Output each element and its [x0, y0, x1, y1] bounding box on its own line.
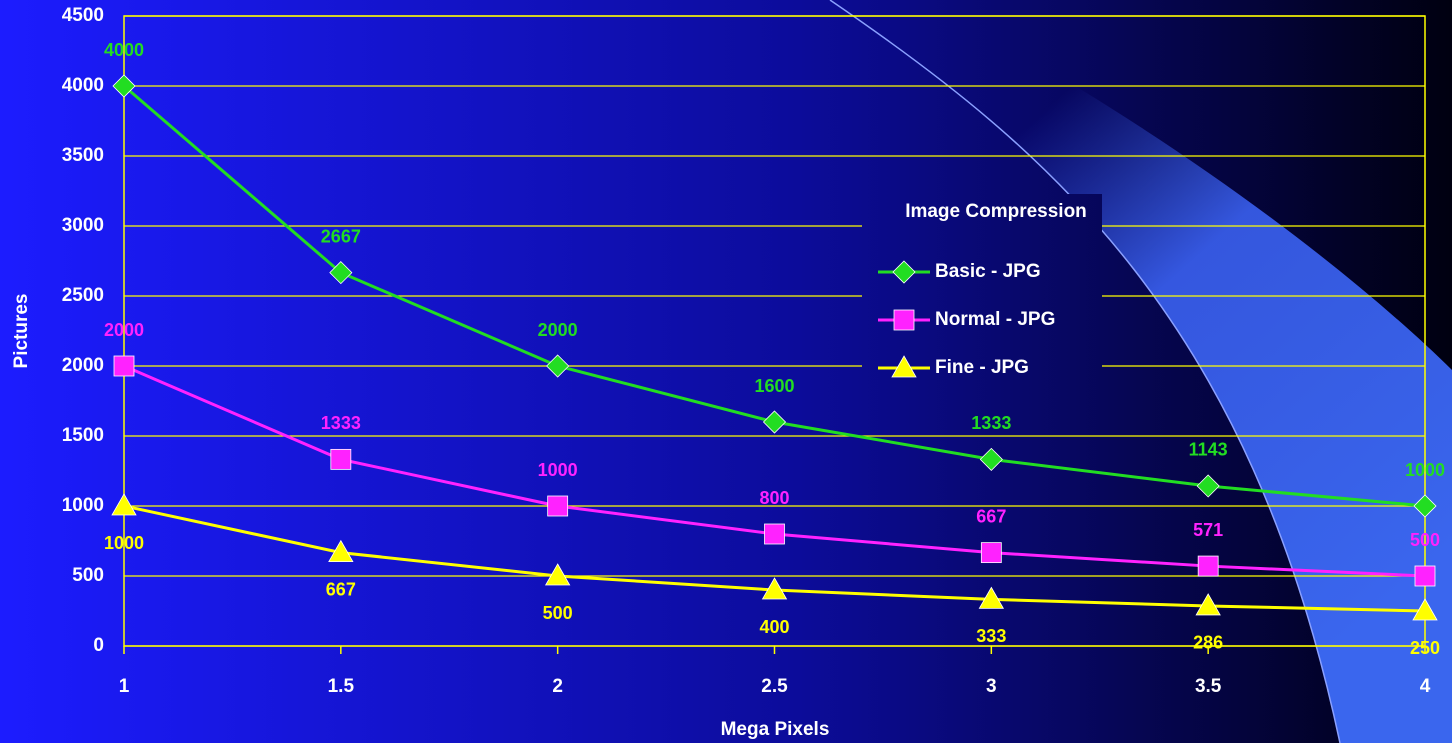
legend-label: Fine - JPG [935, 357, 1029, 378]
y-axis-label: Pictures [11, 294, 32, 369]
data-label: 1000 [538, 460, 578, 480]
legend-marker [891, 355, 917, 378]
marker [547, 495, 569, 517]
marker [1196, 474, 1220, 498]
plot-border [123, 15, 1426, 647]
legend-label: Basic - JPG [935, 261, 1041, 282]
x-tick-label: 1.5 [328, 676, 355, 697]
marker [113, 355, 135, 377]
y-tick-label: 1000 [62, 495, 104, 516]
data-label: 250 [1410, 638, 1440, 658]
marker [1414, 565, 1436, 587]
background-swoosh [830, 0, 1452, 743]
series: 1000 667 500 400 333 286 250 [104, 493, 1440, 658]
marker [330, 448, 352, 470]
legend-marker [892, 260, 916, 284]
x-tick-label: 2.5 [761, 676, 788, 697]
data-label: 1143 [1189, 440, 1228, 460]
x-tick-label: 3 [986, 676, 997, 697]
data-label: 2667 [321, 226, 361, 246]
y-tick-label: 2500 [62, 285, 104, 306]
data-label: 800 [759, 488, 789, 508]
marker [979, 447, 1003, 471]
data-label: 4000 [104, 40, 144, 60]
legend-marker [893, 309, 915, 331]
marker [329, 261, 353, 285]
data-label: 667 [976, 506, 1006, 526]
marker [761, 577, 788, 600]
data-label: 286 [1193, 633, 1223, 653]
legend-label: Normal - JPG [935, 309, 1055, 330]
y-tick-label: 3000 [62, 215, 104, 236]
marker [1413, 494, 1437, 518]
series: 4000 2667 2000 1600 1333 1143 1000 [104, 40, 1445, 518]
x-tick-label: 4 [1420, 676, 1431, 697]
data-label: 1333 [971, 413, 1011, 433]
data-label: 500 [543, 603, 573, 623]
data-label: 1000 [104, 533, 144, 553]
data-label: 571 [1193, 520, 1223, 540]
x-axis-label: Mega Pixels [721, 719, 830, 740]
marker [546, 354, 570, 378]
data-label: 2000 [538, 320, 578, 340]
marker [978, 586, 1005, 609]
y-tick-label: 2000 [62, 355, 104, 376]
marker [112, 74, 136, 98]
y-tick-label: 4000 [62, 75, 104, 96]
x-tick-label: 3.5 [1195, 676, 1222, 697]
y-tick-label: 1500 [62, 425, 104, 446]
marker [1412, 598, 1438, 621]
marker [111, 493, 137, 516]
x-tick-label: 2 [552, 676, 563, 697]
data-label: 1600 [754, 376, 794, 396]
x-tick-label: 1 [119, 676, 130, 697]
y-tick-label: 3500 [62, 145, 104, 166]
y-tick-label: 4500 [62, 5, 104, 26]
series: 2000 1333 1000 800 667 571 500 [104, 320, 1440, 587]
data-label: 1000 [1405, 460, 1445, 480]
marker [328, 539, 354, 563]
marker [764, 523, 785, 545]
data-label: 400 [759, 617, 789, 637]
legend: Image Compression Basic - JPG Normal - JP… [862, 194, 1102, 380]
data-label: 500 [1410, 530, 1440, 550]
marker [1197, 555, 1219, 577]
marker [1195, 593, 1221, 616]
marker [544, 563, 571, 586]
marker [980, 542, 1002, 564]
data-label: 667 [326, 579, 356, 599]
data-label: 1333 [321, 413, 361, 433]
marker [762, 410, 787, 434]
series-layer: 4000 2667 2000 1600 1333 1143 1000 2000 1333 1000… [104, 40, 1445, 658]
legend-box [862, 194, 1102, 380]
data-label: 2000 [104, 320, 144, 340]
data-label: 333 [976, 626, 1006, 646]
y-tick-label: 0 [93, 635, 104, 656]
legend-title: Image Compression [905, 201, 1087, 222]
y-tick-label: 500 [72, 565, 104, 586]
swoosh-edge [829, 0, 1341, 743]
